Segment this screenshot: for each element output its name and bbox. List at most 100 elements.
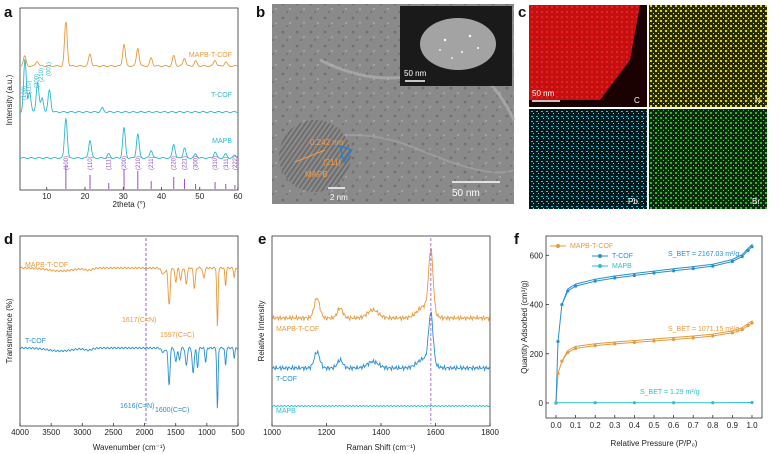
- plane-label: (211): [323, 158, 341, 167]
- map-br-label: Br: [752, 197, 760, 206]
- panel-d-xtick-label: 3500: [42, 428, 60, 437]
- panel-e-label-mapb: MAPB: [276, 408, 296, 415]
- panel-d-xtick-label: 4000: [11, 428, 29, 437]
- panel-a-mapb-hkl-label: (220): [172, 156, 178, 170]
- lattice-line: [294, 149, 326, 163]
- panel-f-point: [652, 339, 656, 343]
- panel-f-xtick-label: 0.9: [727, 421, 739, 430]
- panel-d-trace-mapb-t-cof: [19, 266, 239, 327]
- map-n-label: N: [755, 96, 761, 105]
- panel-f-xtick-label: 0.3: [609, 421, 621, 430]
- panel-a-mapb-hkl-label: (200): [122, 156, 128, 170]
- panel-d-xticks: 4000 3500 3000 2500 2000 1500 1000 500: [11, 423, 245, 437]
- inset-scale-label: 50 nm: [404, 69, 427, 78]
- panel-b-letter: b: [256, 4, 265, 21]
- panel-a-label-mapb-t-cof: MAPB-T-COF: [189, 52, 232, 59]
- panel-a-tcof-hkl-label: (210): [39, 68, 45, 82]
- panel-f-point: [560, 302, 564, 307]
- panel-f-point: [652, 271, 656, 275]
- panel-f-line-t-cof: [555, 243, 753, 404]
- panel-e-xtick-label: 1600: [427, 428, 445, 437]
- haadf-dots: [439, 34, 479, 59]
- panel-a-mapb-hkl: (100) (110) (111) (200) (210) (211) (220) (221)…: [64, 156, 239, 170]
- panel-d-annot-1617: 1617(C=N): [122, 317, 156, 324]
- legend-marker-mapb-t-cof: [556, 244, 560, 248]
- panel-e-xtick-label: 1200: [318, 428, 336, 437]
- panel-a-xtick-label: 10: [42, 192, 51, 201]
- panel-d-annot-1616: 1616(C=N): [120, 403, 154, 410]
- map-c-label: C: [634, 96, 640, 105]
- panel-e-xtick-label: 1400: [372, 428, 390, 437]
- panel-b: b 50 nm 0.242 nm: [256, 4, 516, 204]
- panel-f-point: [593, 344, 597, 348]
- panel-f-ytick-label: 200: [530, 350, 544, 359]
- panel-f-xtick-label: 0.5: [648, 421, 660, 430]
- panel-a-mapb-hkl-label: (300): [194, 156, 200, 170]
- panel-f-legend: MAPB-T-COF T-COF MAPB: [550, 243, 633, 270]
- panel-a-tcof-hkl: (100)(110) (200)(210) (001): [22, 62, 52, 100]
- bet-label-t-cof: S_BET = 2167.03 m²/g: [668, 251, 739, 258]
- panel-f-point: [632, 401, 637, 405]
- panel-f: f Quantity Adsorbed (cm³/g) Relative Pre…: [514, 231, 763, 448]
- panel-e-letter: e: [258, 231, 266, 248]
- panel-a-tcof-hkl-label: (200): [35, 74, 41, 88]
- panel-f-point: [750, 245, 754, 249]
- panel-f-point: [711, 264, 715, 268]
- panel-f-xtick-label: 0.6: [668, 421, 680, 430]
- panel-a-xtick-label: 60: [234, 192, 243, 201]
- map-br: [649, 109, 767, 209]
- panel-a-tcof-hkl-label: (001): [46, 62, 52, 76]
- panel-a-frame: [19, 7, 239, 191]
- panel-f-yticks: 0 200 400 600: [530, 251, 549, 408]
- panel-f-point: [711, 334, 715, 338]
- map-pb-label: Pb: [628, 197, 638, 206]
- panel-e-xtick-label: 1800: [481, 428, 499, 437]
- panel-a-reference-sticks: [65, 165, 236, 189]
- panel-e-label-t-cof: T-COF: [276, 376, 297, 383]
- panel-a-mapb-hkl-label: (310): [213, 156, 219, 170]
- panel-a-mapb-hkl-label: (222): [233, 156, 239, 170]
- panel-a-xtick-label: 20: [81, 192, 90, 201]
- panel-f-xticks: 0.0 0.1 0.2 0.3 0.4 0.5 0.6 0.7 0.8 0.9 1.0: [550, 415, 758, 430]
- panel-d-annot-1597: 1597(C=C): [160, 332, 194, 339]
- panel-e-xtick-label: 1000: [263, 428, 281, 437]
- panel-e-trace-mapb-t-cof: [271, 248, 490, 323]
- panel-f-xlabel: Relative Pressure (P/P₀): [611, 439, 698, 448]
- panel-a-trace-t-cof: [20, 58, 238, 114]
- map-scale-label: 50 nm: [532, 89, 555, 98]
- panel-f-ytick-label: 400: [530, 301, 544, 310]
- panel-d-letter: d: [4, 231, 13, 248]
- panel-d-ylabel: Transmittance (%): [5, 298, 14, 363]
- legend-label-mapb: MAPB: [612, 263, 632, 270]
- panel-a-xlabel: 2theta (°): [113, 200, 146, 209]
- legend-label-mapb-t-cof: MAPB-T-COF: [570, 243, 613, 250]
- bet-label-mapb: S_BET = 1.29 m²/g: [640, 389, 700, 396]
- panel-f-point: [740, 328, 744, 332]
- panel-d-trace-t-cof: [19, 346, 238, 409]
- map-c: [529, 5, 640, 100]
- panel-f-point: [632, 273, 637, 278]
- panel-f-point: [711, 401, 715, 405]
- hr-scale-label: 2 nm: [330, 193, 348, 202]
- panel-f-point: [746, 248, 750, 252]
- panel-a-trace-mapb-t-cof: [19, 21, 239, 68]
- phase-label: MAPB: [305, 170, 328, 179]
- panel-a-xtick-label: 30: [119, 192, 128, 201]
- panel-f-point: [593, 279, 597, 283]
- panel-a-tcof-hkl-label: (100): [22, 86, 28, 100]
- legend-marker-t-cof: [598, 254, 602, 258]
- panel-f-point: [672, 269, 676, 273]
- panel-c-letter: c: [518, 4, 526, 21]
- panel-f-point: [730, 331, 735, 335]
- panel-a-mapb-hkl-label: (211): [149, 156, 155, 170]
- panel-f-xtick-label: 0.4: [629, 421, 641, 430]
- panel-e-ylabel: Relative Intensity: [257, 301, 266, 362]
- haadf-particle: [420, 18, 496, 70]
- panel-f-xtick-label: 0.0: [550, 421, 562, 430]
- hrtem-inset: [279, 120, 351, 192]
- panel-a: a Intensity (a.u.) 2theta (°) 10 20 30 40 50…: [4, 4, 243, 209]
- panel-e-label-mapb-t-cof: MAPB-T-COF: [276, 326, 319, 333]
- panel-d-xlabel: Wavenumber (cm⁻¹): [93, 443, 166, 452]
- panel-a-label-t-cof: T-COF: [211, 92, 232, 99]
